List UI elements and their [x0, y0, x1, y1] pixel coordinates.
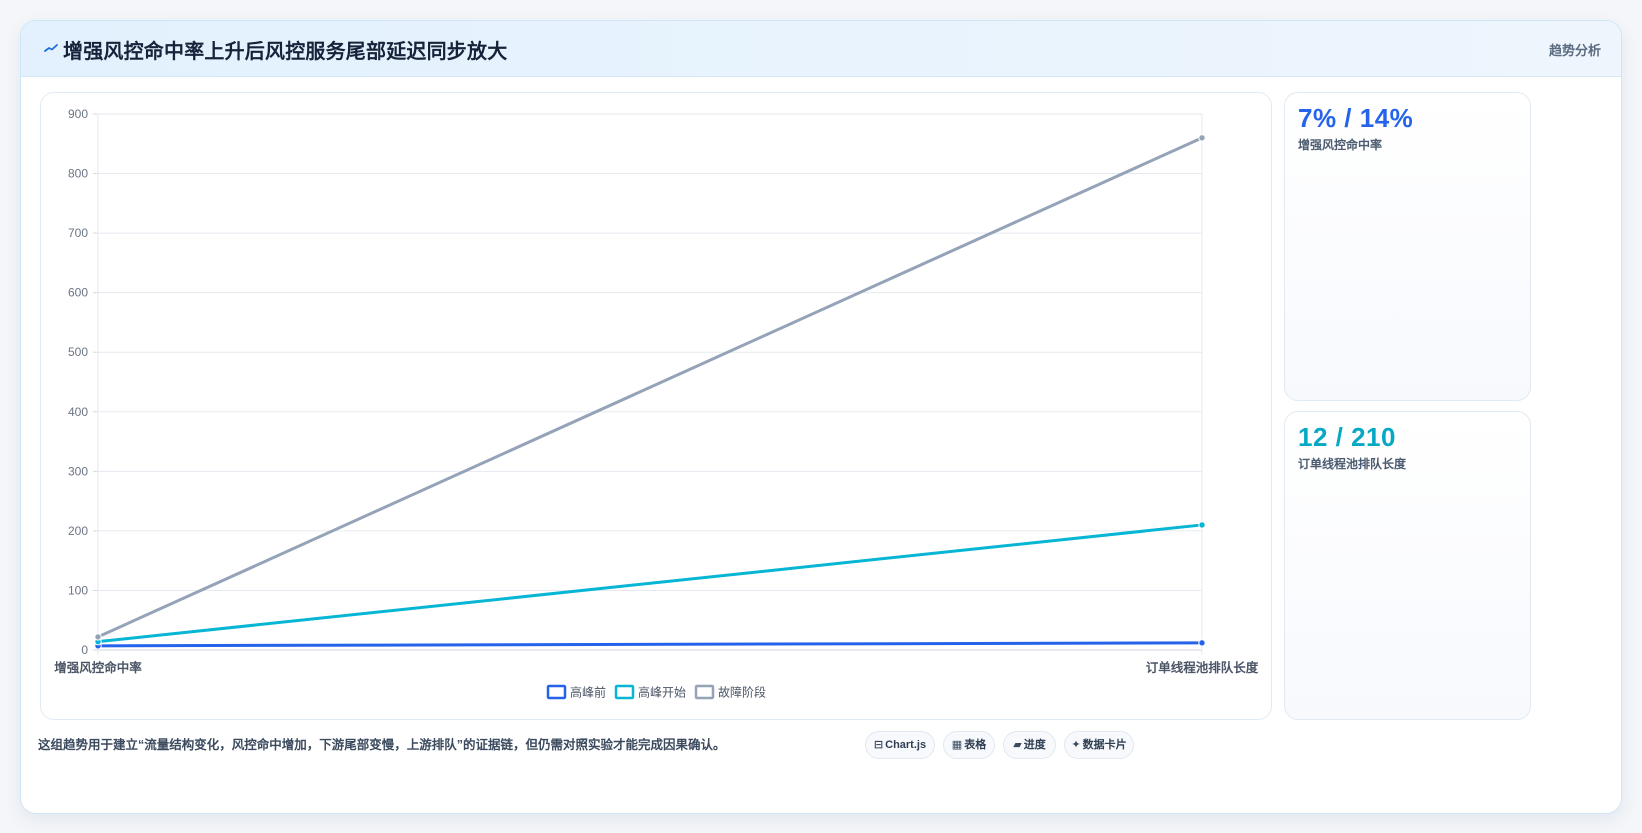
- trend-line-icon: [44, 44, 58, 52]
- chip-label: 进度: [1023, 739, 1046, 751]
- data-point: [1198, 521, 1206, 529]
- stat-card-hit-rate: 7% / 14% 增强风控命中率: [1284, 92, 1531, 401]
- legend-swatch: [546, 684, 567, 700]
- y-tick-label: 600: [68, 286, 88, 300]
- card-header: 增强风控命中率上升后风控服务尾部延迟同步放大 趋势分析: [21, 21, 1621, 77]
- chart-title: 增强风控命中率上升后风控服务尾部延迟同步放大: [63, 41, 508, 63]
- table-icon: ▦: [951, 739, 963, 751]
- x-tick-label: 增强风控命中率: [54, 660, 142, 675]
- legend-label: 高峰前: [570, 685, 606, 700]
- stat-label: 订单线程池排队长度: [1298, 457, 1407, 471]
- y-tick-label: 100: [68, 583, 88, 597]
- stat-value: 7% / 14%: [1298, 103, 1414, 133]
- footnote-text: 这组趋势用于建立“流量结构变化，风控命中增加，下游尾部变慢，上游排队”的证据链，…: [38, 738, 726, 752]
- chip-chartjs[interactable]: ⊟ Chart.js: [865, 731, 935, 759]
- y-tick-label: 400: [68, 405, 88, 419]
- chip-table[interactable]: ▦ 表格: [943, 731, 995, 759]
- chart-card: 增强风控命中率上升后风控服务尾部延迟同步放大 趋势分析 0 100 200 300 40…: [20, 20, 1622, 814]
- legend-swatch: [694, 684, 715, 700]
- data-point: [94, 633, 102, 641]
- chart-icon: ⊟: [873, 739, 884, 751]
- line-chart: 0 100 200 300 400 500 600 700 800 900 增强风控命中率 订单线程池…: [54, 107, 1259, 700]
- stat-card-queue-length: 12 / 210 订单线程池排队长度: [1284, 411, 1531, 720]
- series-line: [97, 136, 1203, 639]
- progress-icon: ▰: [1013, 739, 1022, 751]
- x-tick-label: 订单线程池排队长度: [1146, 660, 1259, 675]
- y-tick-label: 900: [68, 107, 88, 121]
- y-tick-label: 800: [68, 167, 88, 181]
- y-tick-label: 700: [68, 226, 88, 240]
- data-point: [1198, 134, 1206, 142]
- legend-label: 故障阶段: [718, 685, 766, 700]
- stat-label: 增强风控命中率: [1298, 138, 1383, 152]
- series-line: [97, 523, 1203, 644]
- y-tick-label: 0: [81, 643, 88, 657]
- chip-data-card[interactable]: ✦ 数据卡片: [1064, 731, 1134, 759]
- y-tick-label: 300: [68, 464, 88, 478]
- legend-label: 高峰开始: [638, 685, 686, 700]
- legend-swatch: [614, 684, 635, 700]
- chip-label: Chart.js: [885, 739, 927, 751]
- y-tick-label: 500: [68, 345, 88, 359]
- chip-label: 数据卡片: [1082, 739, 1127, 751]
- sparkle-icon: ✦: [1071, 739, 1081, 751]
- stat-value: 12 / 210: [1298, 422, 1396, 452]
- data-point: [1198, 639, 1206, 647]
- category-tag: 趋势分析: [1548, 43, 1601, 58]
- chip-progress[interactable]: ▰ 进度: [1003, 731, 1056, 759]
- y-tick-label: 200: [68, 524, 88, 538]
- series-line: [97, 641, 1203, 648]
- chart-panel: 0 100 200 300 400 500 600 700 800 900 增强风控命中率 订单线程池…: [40, 92, 1272, 720]
- chip-label: 表格: [964, 739, 987, 751]
